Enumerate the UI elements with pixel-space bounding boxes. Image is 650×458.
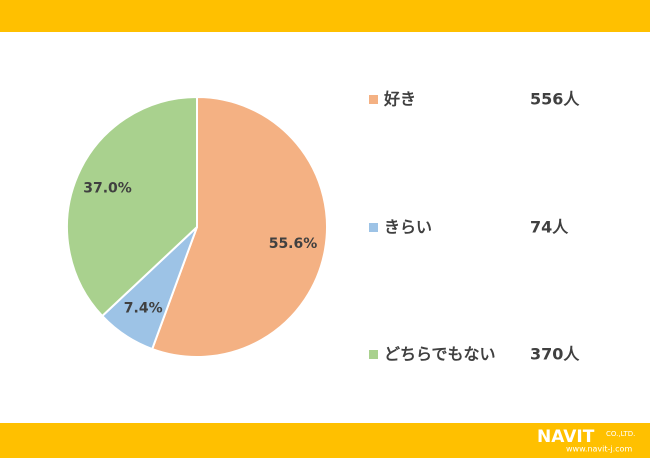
data-label: 7.4%: [124, 300, 163, 316]
legend-count: 370人: [530, 345, 580, 364]
logo-url: www.navit-j.com: [566, 445, 632, 454]
logo-name: NAVIT: [537, 427, 595, 447]
logo-suffix: CO.,LTD.: [606, 430, 635, 438]
pie-slice: [150, 95, 328, 358]
legend-swatch: [369, 95, 378, 104]
bottom-band: [0, 423, 650, 458]
legend-count: 74人: [530, 218, 569, 237]
data-label: 37.0%: [83, 180, 132, 196]
data-label: 55.6%: [269, 236, 318, 252]
legend-count: 556人: [530, 90, 580, 109]
legend-swatch: [369, 350, 378, 359]
top-band: [0, 0, 650, 32]
pie-slice: [66, 95, 198, 318]
legend-label: きらい: [384, 218, 432, 237]
legend-label: どちらでもない: [384, 345, 496, 364]
legend-label: 好き: [383, 90, 416, 109]
legend-swatch: [369, 223, 378, 232]
